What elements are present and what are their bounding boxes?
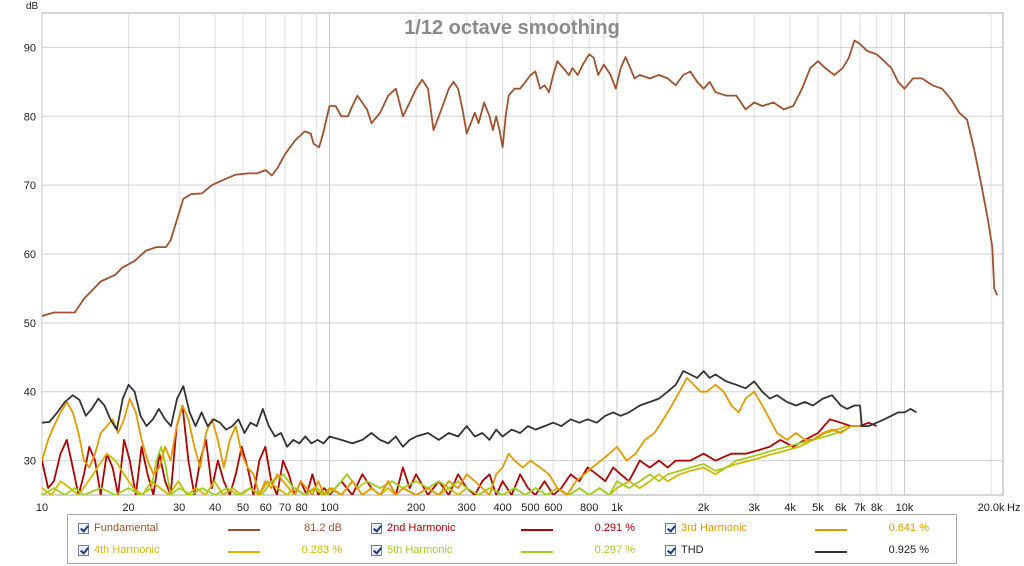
x-tick-label: 10k — [896, 502, 914, 514]
y-tick-label: 30 — [24, 456, 36, 468]
legend-series-value: 0.291 % — [594, 522, 635, 534]
x-tick-label: 600 — [544, 502, 562, 514]
x-tick-label: 500 — [521, 502, 539, 514]
y-tick-label: 80 — [24, 111, 36, 123]
x-tick-label: 100 — [320, 502, 338, 514]
x-tick-label: 10 — [36, 502, 48, 514]
legend-series-value: 0.297 % — [594, 544, 635, 556]
legend-series-name: Fundamental — [94, 522, 159, 534]
y-tick-label: 50 — [24, 318, 36, 330]
legend-series-value: 81.2 dB — [304, 522, 342, 534]
legend-series-value: 0.641 % — [888, 522, 929, 534]
legend-line-swatch — [815, 529, 847, 531]
legend-line-swatch — [521, 529, 553, 531]
legend-line-swatch — [228, 529, 260, 531]
y-tick-label: 70 — [24, 180, 36, 192]
y-tick-label: 40 — [24, 387, 36, 399]
x-tick-label: 7k — [854, 502, 866, 514]
legend: Fundamental 81.2 dB 2nd Harmonic 0.291 % 3rd… — [67, 514, 957, 564]
y-axis-unit-label: dB — [26, 1, 39, 12]
legend-series-value: 0.925 % — [888, 544, 929, 556]
frequency-response-chart: 30 40 50 60 70 80 90 10 20 30 40 50 60 70 80 100 200 300… — [24, 1, 1021, 514]
legend-item-2nd-harmonic: 2nd Harmonic 0.291 % — [371, 520, 651, 538]
legend-checkbox[interactable] — [665, 545, 676, 556]
series-line-thd — [42, 370, 917, 448]
x-tick-label: 60 — [260, 502, 272, 514]
legend-series-name: 5th Harmonic — [387, 544, 453, 556]
legend-line-swatch — [521, 551, 553, 553]
x-tick-label: 2k — [698, 502, 710, 514]
legend-item-fundamental: Fundamental 81.2 dB — [78, 520, 358, 538]
x-tick-label: 30 — [173, 502, 185, 514]
x-tick-label: 6k — [835, 502, 847, 514]
legend-series-value: 0.283 % — [301, 544, 342, 556]
legend-item-3rd-harmonic: 3rd Harmonic 0.641 % — [665, 520, 945, 538]
grid-lines — [41, 13, 1003, 495]
x-tick-label: 300 — [458, 502, 476, 514]
y-tick-label: 60 — [24, 249, 36, 261]
legend-series-name: 2nd Harmonic — [387, 522, 456, 534]
legend-series-name: 4th Harmonic — [94, 544, 160, 556]
series-line-3rd-harmonic — [42, 377, 860, 495]
y-tick-label: 90 — [24, 42, 36, 54]
x-tick-label: 8k — [871, 502, 883, 514]
x-tick-label: 50 — [237, 502, 249, 514]
x-tick-label: 3k — [748, 502, 760, 514]
legend-checkbox[interactable] — [78, 545, 89, 556]
series-lines — [42, 39, 999, 495]
chart-title: 1/12 octave smoothing — [404, 17, 620, 39]
x-tick-label: 20.0k — [978, 502, 1005, 514]
series-line-5th-harmonic — [42, 428, 848, 495]
legend-item-4th-harmonic: 4th Harmonic 0.283 % — [78, 542, 358, 560]
x-tick-label: 80 — [296, 502, 308, 514]
x-tick-label: 1k — [611, 502, 623, 514]
series-line-fundamental — [42, 39, 999, 317]
x-tick-label: 200 — [407, 502, 425, 514]
legend-checkbox[interactable] — [665, 523, 676, 534]
legend-checkbox[interactable] — [78, 523, 89, 534]
x-tick-label: 40 — [209, 502, 221, 514]
x-tick-label: 4k — [784, 502, 796, 514]
x-tick-label: 5k — [812, 502, 824, 514]
x-axis-unit-label: Hz — [1007, 502, 1020, 514]
legend-series-name: 3rd Harmonic — [681, 522, 748, 534]
legend-line-swatch — [815, 551, 847, 553]
legend-series-name: THD — [681, 544, 704, 556]
x-tick-labels: 10 20 30 40 50 60 70 80 100 200 300 400 500 600 800 1k 2… — [36, 502, 1005, 514]
legend-item-thd: THD 0.925 % — [665, 542, 945, 560]
x-tick-label: 800 — [580, 502, 598, 514]
y-tick-labels: 30 40 50 60 70 80 90 — [24, 42, 36, 467]
legend-item-5th-harmonic: 5th Harmonic 0.297 % — [371, 542, 651, 560]
x-tick-label: 70 — [279, 502, 291, 514]
x-tick-label: 20 — [122, 502, 134, 514]
legend-checkbox[interactable] — [371, 523, 382, 534]
legend-checkbox[interactable] — [371, 545, 382, 556]
x-tick-label: 400 — [493, 502, 511, 514]
legend-line-swatch — [228, 551, 260, 553]
